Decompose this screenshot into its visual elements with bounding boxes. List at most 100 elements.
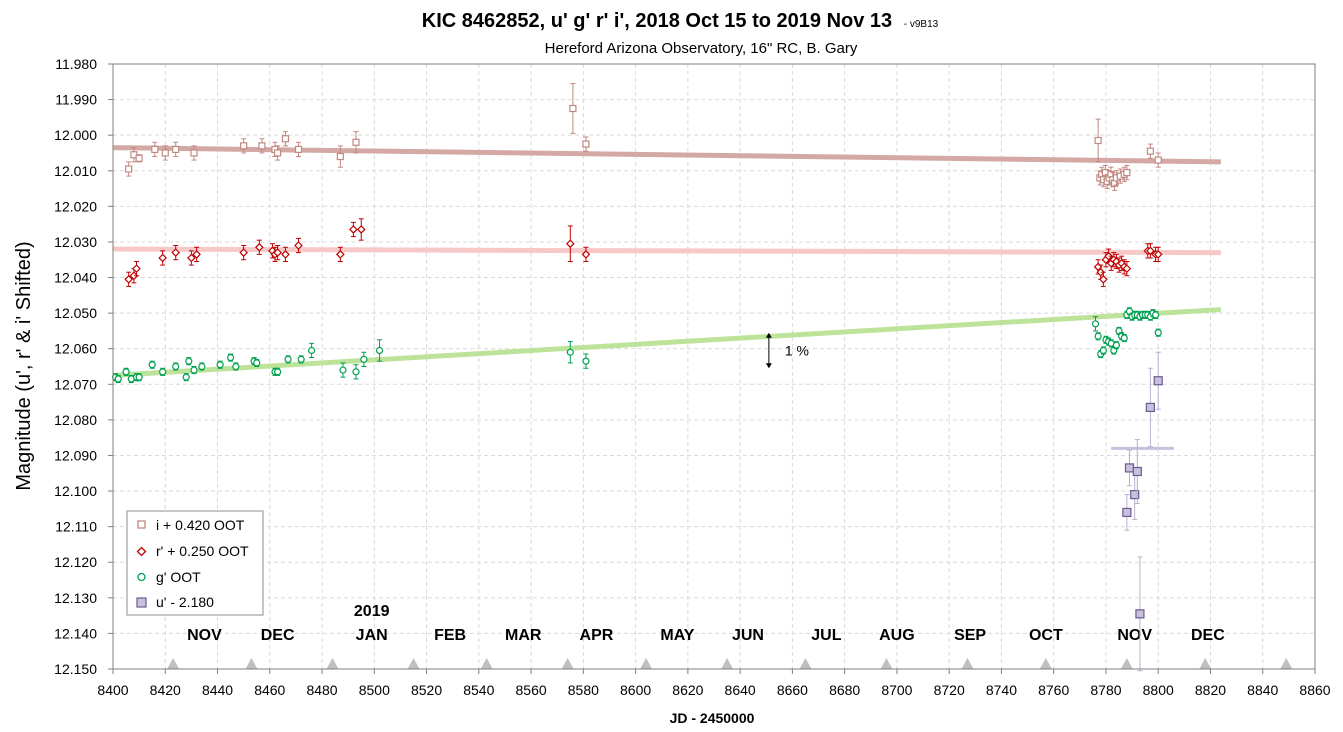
x-tick-label: 8440 (202, 682, 233, 698)
marker-circle (122, 368, 130, 376)
marker-circle (253, 359, 261, 367)
annotation-arrow-head (765, 332, 772, 338)
data-point-u (1135, 556, 1145, 672)
data-point-g (1120, 333, 1128, 343)
data-point-r (335, 246, 345, 263)
month-label: APR (580, 627, 614, 644)
data-point-i (135, 154, 143, 163)
data-point-i (151, 141, 159, 158)
data-point-i (582, 136, 590, 152)
y-tick-label: 12.030 (54, 234, 97, 250)
x-tick-label: 8740 (986, 682, 1017, 698)
data-point-g (127, 374, 135, 384)
data-point-r (254, 239, 264, 255)
month-marker (1199, 658, 1212, 669)
y-tick-label: 11.990 (55, 92, 97, 108)
month-marker (480, 658, 493, 669)
data-point-r (281, 246, 290, 263)
data-point-r (1098, 271, 1108, 287)
data-point-r (132, 261, 141, 277)
data-point-i (125, 161, 133, 177)
month-label: NOV (1117, 627, 1152, 644)
marker-diamond (1096, 267, 1106, 277)
month-label: AUG (879, 627, 915, 644)
month-marker (1120, 658, 1133, 669)
data-point-r (273, 245, 282, 261)
legend-marker-g (137, 572, 146, 582)
data-point-r (1146, 243, 1155, 259)
marker-square-filled (1130, 490, 1140, 500)
marker-diamond (565, 239, 575, 249)
marker-diamond (356, 225, 366, 234)
data-point-i (569, 83, 577, 134)
data-point-g (253, 358, 261, 367)
month-label: DEC (1191, 627, 1225, 644)
data-point-g (135, 373, 143, 382)
data-point-g (159, 367, 167, 376)
marker-square (161, 149, 169, 157)
marker-square-filled (1132, 466, 1142, 477)
month-label: JUN (732, 627, 764, 644)
data-point-r (581, 246, 591, 263)
marker-circle (232, 362, 240, 371)
marker-circle (375, 346, 384, 355)
marker-circle (1099, 346, 1107, 355)
marker-circle (1152, 311, 1160, 319)
data-point-g (1152, 310, 1160, 319)
month-marker (961, 658, 974, 669)
year-label: 2019 (354, 603, 390, 620)
marker-diamond (273, 248, 282, 257)
x-tick-label: 8800 (1143, 682, 1174, 698)
marker-circle (360, 355, 368, 363)
marker-circle (1091, 320, 1100, 328)
y-tick-label: 12.050 (54, 305, 97, 321)
annotation: 1 % (765, 332, 809, 369)
data-point-g (185, 357, 193, 366)
data-point-g (284, 355, 292, 364)
data-point-g (216, 360, 224, 369)
marker-circle (1094, 332, 1102, 340)
data-point-i (1116, 168, 1124, 184)
x-tick-label: 8540 (463, 682, 494, 698)
legend-marker-u (136, 597, 147, 608)
month-label: JUL (811, 627, 841, 644)
data-point-r (1153, 246, 1163, 263)
legend-entry-i: i + 0.420 OOT (137, 517, 245, 533)
fit-line-r (112, 246, 1221, 256)
marker-square (190, 149, 198, 157)
x-tick-label: 8680 (829, 682, 860, 698)
marker-circle (198, 362, 206, 371)
data-point-r (171, 245, 181, 261)
data-point-g (582, 353, 590, 369)
y-tick-label: 12.040 (54, 270, 97, 286)
data-point-r (158, 250, 167, 266)
legend-entry-g: g' OOT (137, 569, 201, 585)
data-point-r (349, 221, 358, 238)
data-point-r (1122, 261, 1132, 277)
marker-square (135, 154, 143, 162)
x-tick-label: 8420 (150, 682, 181, 698)
data-point-r (239, 245, 249, 261)
y-tick-label: 12.130 (54, 590, 97, 606)
marker-square (1123, 168, 1131, 177)
y-tick-label: 12.110 (55, 519, 97, 535)
marker-square (240, 142, 248, 150)
data-point-g (274, 367, 282, 376)
x-tick-label: 8760 (1038, 682, 1069, 698)
marker-square (1146, 147, 1154, 155)
annotation-arrow-head (765, 363, 772, 369)
marker-diamond (1104, 251, 1113, 261)
month-marker (880, 658, 893, 669)
marker-square (281, 135, 290, 143)
data-point-i (1123, 164, 1131, 181)
data-point-i (1146, 143, 1154, 159)
marker-circle (582, 357, 590, 365)
chart-subtitle: Hereford Arizona Observatory, 16" RC, B.… (545, 40, 858, 57)
x-tick-label: 8700 (881, 682, 912, 698)
marker-circle (274, 368, 282, 376)
y-tick-label: 12.120 (54, 554, 97, 570)
data-point-g (182, 373, 190, 382)
marker-square (1154, 156, 1162, 164)
data-point-g (198, 362, 206, 371)
data-point-g (1091, 316, 1100, 332)
